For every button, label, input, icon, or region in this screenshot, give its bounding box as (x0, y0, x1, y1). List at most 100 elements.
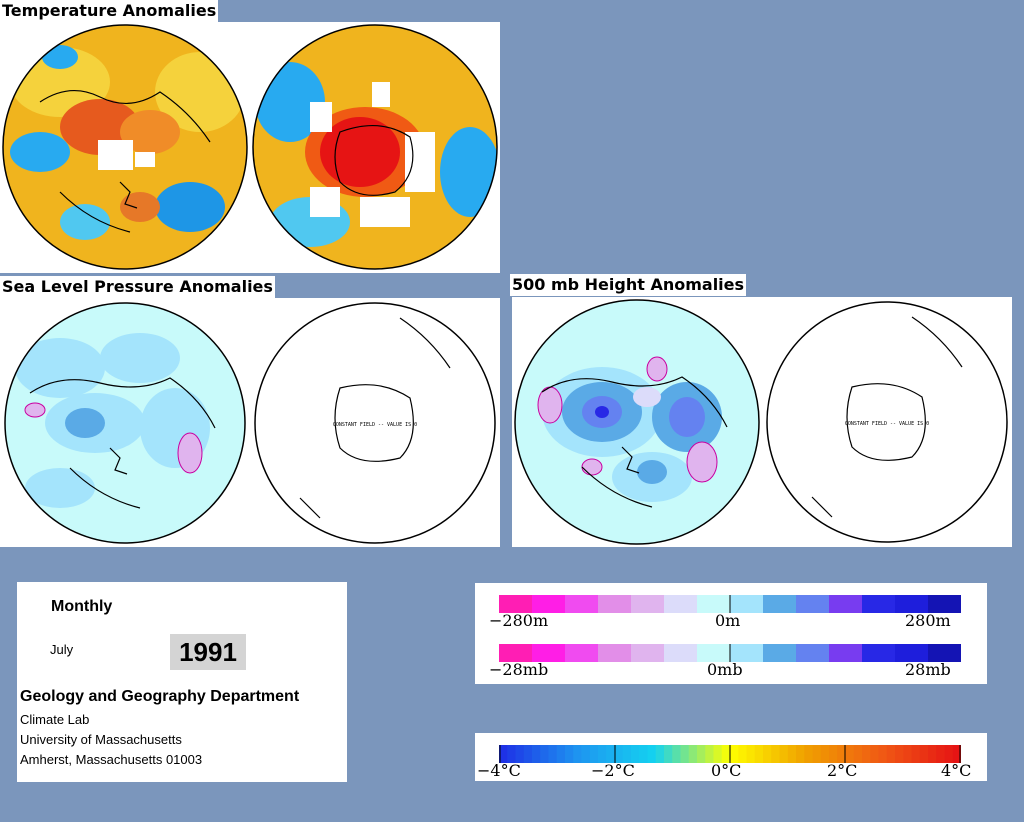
temperature-color-segment (655, 745, 665, 763)
temperature-color-segment (688, 745, 698, 763)
slp-title: Sea Level Pressure Anomalies (0, 276, 275, 298)
anomaly-legend: −280m 0m 280m −28mb 0mb 28mb (475, 583, 987, 684)
pressure-color-segment (829, 644, 863, 662)
temperature-color-segment (804, 745, 813, 763)
temperature-color-segment (565, 745, 574, 763)
temperature-color-segment (680, 745, 690, 763)
pressure-color-segment (730, 644, 764, 662)
height500-constant-field-label: CONSTANT FIELD -- VALUE IS 0 (845, 421, 929, 427)
temperature-color-segment (903, 745, 912, 763)
university-label: University of Massachusetts (20, 732, 182, 747)
slp-constant-field-label: CONSTANT FIELD -- VALUE IS 0 (333, 422, 417, 428)
temperature-color-segment (523, 745, 533, 763)
temperature-color-segment (754, 745, 764, 763)
pressure-color-segment (796, 644, 830, 662)
pressure-color-bar (499, 644, 961, 662)
temperature-color-segment (919, 745, 929, 763)
height-mid-label: 0m (715, 611, 741, 630)
temperature-color-segment (705, 745, 714, 763)
pressure-max-label: 28mb (905, 660, 951, 679)
temperature-color-segment (878, 745, 888, 763)
height-color-segment (862, 595, 896, 613)
pressure-color-segment (565, 644, 599, 662)
pressure-min-label: −28mb (489, 660, 549, 679)
temperature-color-segment (845, 745, 855, 763)
year-label: 1991 (170, 634, 246, 670)
height-color-segment (565, 595, 599, 613)
temperature-color-segment (639, 745, 648, 763)
slp-map-north (5, 303, 245, 543)
temperature-color-bar (499, 745, 961, 763)
temperature-color-segment (589, 745, 599, 763)
temperature-color-segment (895, 745, 904, 763)
pressure-color-segment (499, 644, 533, 662)
temperature-color-segment (862, 745, 871, 763)
height-max-label: 280m (905, 611, 951, 630)
temperature-color-segment (829, 745, 838, 763)
temperature-color-segment (622, 745, 632, 763)
temperature-color-segment (820, 745, 830, 763)
pressure-color-segment (697, 644, 731, 662)
height-min-label: −280m (489, 611, 549, 630)
pressure-color-segment (664, 644, 698, 662)
temperature-legend: −4°C −2°C 0°C 2°C 4°C (475, 733, 987, 781)
temperature-color-segment (944, 745, 954, 763)
temperature-color-segment (631, 745, 640, 763)
height-color-segment (928, 595, 961, 613)
height500-map-north (515, 300, 759, 544)
temperature-color-segment (796, 745, 805, 763)
temp-tick-label: 0°C (711, 761, 742, 780)
temperature-color-segment (779, 745, 789, 763)
height-color-segment (796, 595, 830, 613)
temperature-color-segment (697, 745, 706, 763)
pressure-color-segment (928, 644, 961, 662)
height-color-segment (631, 595, 665, 613)
temperature-color-segment (853, 745, 863, 763)
temperature-color-segment (532, 745, 541, 763)
temperature-color-segment (548, 745, 558, 763)
temperature-map-south (253, 25, 497, 269)
temperature-color-segment (870, 745, 879, 763)
height-color-bar (499, 595, 961, 613)
temperature-color-segment (730, 745, 739, 763)
height-color-segment (697, 595, 731, 613)
pressure-color-segment (895, 644, 929, 662)
temperature-color-segment (647, 745, 657, 763)
height500-map-south: CONSTANT FIELD -- VALUE IS 0 (766, 301, 1008, 543)
temperature-color-segment (771, 745, 780, 763)
temp-tick-label: 2°C (827, 761, 858, 780)
department-label: Geology and Geography Department (20, 688, 300, 705)
temperature-color-segment (540, 745, 549, 763)
temperature-color-segment (928, 745, 937, 763)
height-color-segment (829, 595, 863, 613)
pressure-color-segment (763, 644, 797, 662)
height-color-segment (532, 595, 566, 613)
height500-panel: CONSTANT FIELD -- VALUE IS 0 (512, 297, 1012, 547)
temperature-color-segment (936, 745, 945, 763)
temperature-color-segment (787, 745, 797, 763)
height-color-segment (499, 595, 533, 613)
height500-title: 500 mb Height Anomalies (510, 274, 747, 296)
temperature-map-north (3, 25, 247, 269)
temperature-color-segment (886, 745, 896, 763)
temperature-color-segment (556, 745, 566, 763)
temperature-color-segment (721, 745, 731, 763)
height-color-segment (664, 595, 698, 613)
temp-tick-label: −4°C (477, 761, 521, 780)
pressure-color-segment (631, 644, 665, 662)
temperature-color-segment (738, 745, 747, 763)
temp-tick-label: −2°C (591, 761, 635, 780)
temperature-color-segment (515, 745, 525, 763)
temperature-color-segment (507, 745, 516, 763)
temperature-title: Temperature Anomalies (0, 0, 219, 22)
temperature-color-segment (952, 745, 961, 763)
temperature-color-segment (598, 745, 607, 763)
temperature-color-segment (499, 745, 508, 763)
temperature-color-segment (664, 745, 673, 763)
temperature-color-segment (606, 745, 615, 763)
temperature-panel (0, 22, 500, 273)
temperature-color-segment (763, 745, 772, 763)
height-color-segment (895, 595, 929, 613)
temperature-color-segment (911, 745, 921, 763)
temperature-color-segment (812, 745, 822, 763)
